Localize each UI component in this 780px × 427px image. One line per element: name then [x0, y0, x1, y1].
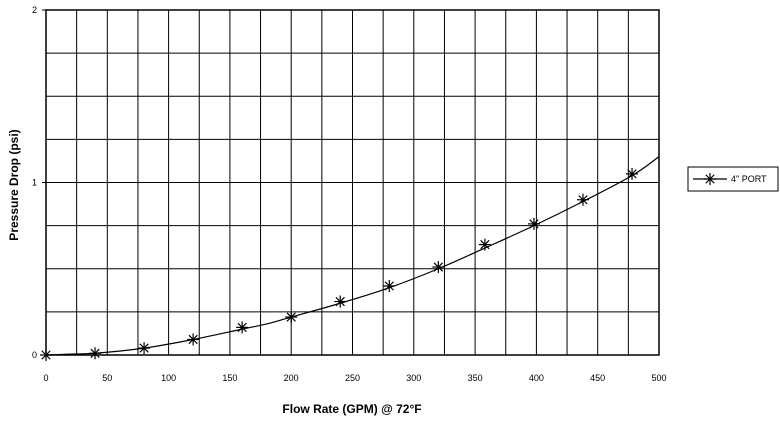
data-point-marker — [236, 321, 249, 334]
legend-marker — [704, 173, 716, 185]
y-axis-ticks: 0 1 2 — [32, 5, 46, 360]
x-tick-label: 200 — [284, 373, 299, 383]
x-tick-label: 50 — [102, 373, 112, 383]
data-point-marker — [478, 238, 491, 251]
plot-area: 0 50 100 150 200 250 300 350 400 450 500 0 1 2 — [32, 5, 667, 383]
x-tick-label: 450 — [590, 373, 605, 383]
data-point-marker — [527, 217, 540, 230]
data-point-marker — [383, 280, 396, 292]
data-point-marker — [576, 193, 589, 206]
data-point-marker — [138, 342, 151, 355]
data-point-marker — [89, 347, 102, 360]
x-tick-label: 350 — [468, 373, 483, 383]
y-axis-title: Pressure Drop (psi) — [7, 129, 21, 240]
gridlines — [46, 10, 659, 355]
data-point-marker — [432, 261, 445, 274]
legend-asterisk — [704, 173, 716, 185]
series-markers — [40, 167, 639, 361]
legend: 4" PORT — [687, 166, 779, 192]
x-axis-ticks: 0 50 100 150 200 250 300 350 400 450 500 — [43, 373, 666, 383]
x-axis-title: Flow Rate (GPM) @ 72°F — [282, 402, 421, 416]
series-curve-4-port — [45, 156, 660, 356]
x-tick-label: 0 — [43, 373, 48, 383]
y-tick-label: 2 — [32, 5, 37, 15]
y-tick-label: 0 — [32, 350, 37, 360]
data-point-marker — [187, 333, 200, 346]
y-tick-label: 1 — [32, 178, 37, 188]
x-tick-label: 100 — [161, 373, 176, 383]
data-point-marker — [285, 311, 298, 324]
data-point-marker — [334, 295, 347, 308]
data-point-marker — [40, 349, 52, 361]
data-point-marker — [626, 167, 639, 180]
x-tick-label: 300 — [406, 373, 421, 383]
x-tick-label: 400 — [529, 373, 544, 383]
x-tick-label: 250 — [345, 373, 360, 383]
x-tick-label: 500 — [651, 373, 666, 383]
x-tick-label: 150 — [222, 373, 237, 383]
legend-label: 4" PORT — [731, 174, 767, 184]
